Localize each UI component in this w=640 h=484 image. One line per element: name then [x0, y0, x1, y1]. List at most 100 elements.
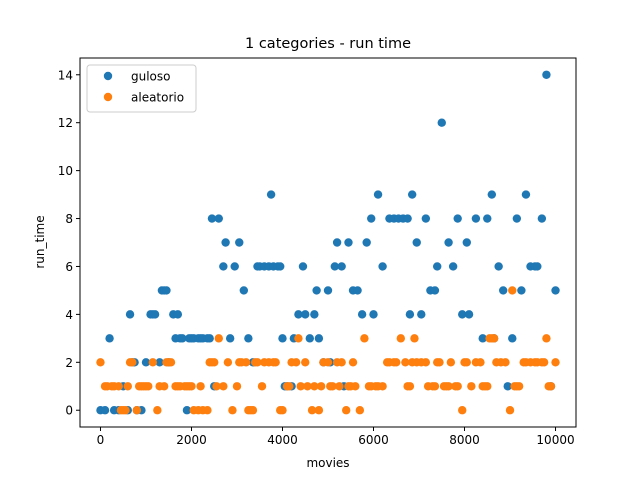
data-point [351, 382, 360, 391]
x-axis-label: movies [306, 456, 349, 470]
data-point [508, 286, 517, 295]
axes-frame [79, 57, 577, 428]
data-point [471, 214, 481, 223]
x-tick-label: 10000 [536, 433, 574, 447]
data-point [508, 334, 517, 343]
data-point [114, 382, 123, 391]
data-point [235, 238, 244, 247]
data-point [437, 118, 446, 127]
data-point [396, 334, 406, 343]
x-tick-label: 6000 [358, 433, 389, 447]
data-point [378, 382, 387, 391]
data-point [444, 382, 453, 391]
data-point [253, 358, 262, 367]
data-point [335, 382, 344, 391]
data-point [301, 358, 310, 367]
data-point [305, 334, 314, 343]
y-tick-label: 0 [65, 404, 73, 418]
data-point [291, 358, 301, 367]
data-point [228, 406, 237, 415]
data-point [159, 382, 169, 391]
data-point [362, 238, 371, 247]
data-point [153, 406, 162, 415]
data-point [483, 214, 492, 223]
data-point [533, 262, 542, 271]
data-point [464, 310, 474, 319]
y-tick-label: 14 [58, 68, 73, 82]
data-point [232, 382, 242, 391]
data-point [430, 382, 440, 391]
data-point [125, 310, 135, 319]
data-point [342, 406, 351, 415]
data-point [310, 382, 319, 391]
data-point [132, 406, 142, 415]
data-point [421, 358, 431, 367]
data-point [330, 262, 340, 271]
chart-title: 1 categories - run time [245, 36, 411, 52]
data-point [123, 382, 132, 391]
data-point [546, 382, 556, 391]
data-point [476, 358, 485, 367]
data-point [542, 334, 551, 343]
data-point [223, 358, 233, 367]
data-point [421, 214, 431, 223]
data-point [257, 382, 267, 391]
data-point [314, 406, 324, 415]
data-point [332, 238, 342, 247]
data-point [166, 358, 176, 367]
data-point [141, 358, 151, 367]
data-point [150, 310, 160, 319]
y-tick-label: 12 [58, 116, 73, 130]
data-point [100, 406, 110, 415]
x-tick-label: 0 [97, 433, 105, 447]
data-point [353, 286, 362, 295]
data-point [392, 358, 401, 367]
data-point [307, 406, 317, 415]
data-point [128, 358, 137, 367]
data-point [498, 286, 508, 295]
data-point [203, 406, 212, 415]
x-tick-label: 2000 [176, 433, 207, 447]
data-point [239, 286, 249, 295]
data-point [298, 262, 308, 271]
legend-marker-aleatorio [103, 92, 113, 102]
data-point [271, 358, 280, 367]
data-point [405, 310, 415, 319]
data-point [155, 358, 164, 367]
data-point [512, 214, 522, 223]
data-point [310, 310, 319, 319]
data-point [410, 334, 419, 343]
data-point [487, 190, 497, 199]
data-point [285, 382, 294, 391]
data-point [210, 358, 219, 367]
data-point [148, 358, 158, 367]
data-point [323, 286, 333, 295]
data-point [551, 358, 560, 367]
data-point [301, 310, 310, 319]
data-point [221, 238, 230, 247]
data-point [348, 358, 358, 367]
data-point [444, 238, 453, 247]
data-point [214, 214, 223, 223]
data-point [378, 262, 387, 271]
data-point [458, 310, 467, 319]
plot-area: 0 2000 4000 6000 8000 10000 0 2 4 6 8 10 12 14 guloso a… [58, 57, 577, 447]
data-point [196, 382, 205, 391]
data-point [219, 262, 228, 271]
data-point [551, 286, 560, 295]
legend-marker-guloso [103, 71, 113, 81]
data-point [337, 358, 346, 367]
data-point [367, 214, 376, 223]
legend-box [86, 64, 197, 113]
x-tick-label: 8000 [449, 433, 480, 447]
data-point [467, 382, 476, 391]
data-point [539, 358, 549, 367]
legend-label-guloso: guloso [131, 70, 171, 84]
data-point [537, 214, 547, 223]
data-point [278, 406, 287, 415]
data-point [542, 70, 551, 79]
data-point [489, 334, 499, 343]
data-point [483, 382, 492, 391]
data-point [448, 262, 458, 271]
data-point [355, 406, 365, 415]
